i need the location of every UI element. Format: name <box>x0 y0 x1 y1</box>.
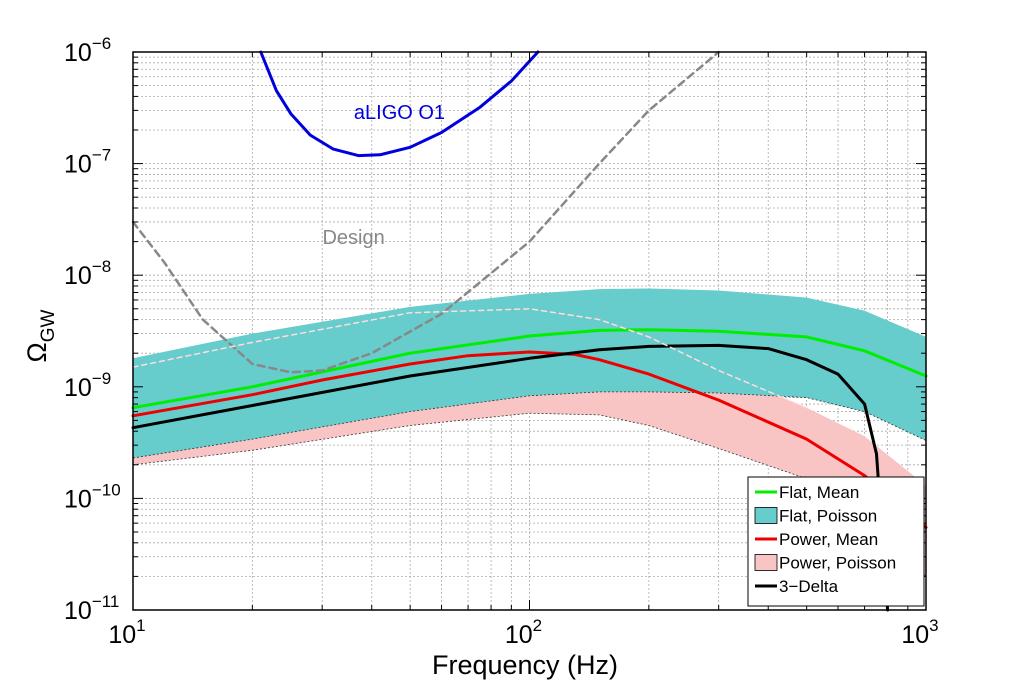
series-aligo-o1 <box>259 50 540 158</box>
annotation-label: aLIGO O1 <box>354 102 445 124</box>
band-lower-edge <box>132 391 927 459</box>
y-tick-label: 10−7 <box>64 146 111 179</box>
tick-marks <box>132 52 926 611</box>
legend-label: Flat, Mean <box>779 483 859 502</box>
legend-swatch-patch <box>754 554 778 571</box>
series-design-solid-dashed <box>131 50 720 374</box>
x-tick-label: 102 <box>505 616 542 649</box>
y-axis-label: ΩGW <box>22 309 59 362</box>
x-tick-label: 101 <box>108 616 145 649</box>
series-power-mean <box>131 350 928 529</box>
y-tick-label: 10−10 <box>64 480 121 513</box>
series-3-delta <box>131 343 890 612</box>
legend-label: Power, Poisson <box>779 554 896 573</box>
y-tick-label: 10−11 <box>64 592 119 625</box>
x-axis-label: Frequency (Hz) <box>432 650 618 680</box>
y-tick-label: 10−6 <box>64 34 111 67</box>
legend-label: 3−Delta <box>779 577 839 596</box>
legend: Flat, Mean Flat, Poisson Power, Mean Power,… <box>747 476 925 607</box>
y-axis-label-subscript: GW <box>38 309 59 342</box>
x-tick-label: 103 <box>901 616 938 649</box>
legend-box <box>747 476 925 607</box>
series-lines <box>131 50 928 612</box>
tick-labels: 101 102 103 10−6 10−7 10−8 10−9 10−10 10−11 <box>64 34 939 649</box>
legend-label: Flat, Poisson <box>779 507 877 526</box>
y-tick-label: 10−9 <box>64 369 111 402</box>
legend-label: Power, Mean <box>779 530 878 549</box>
legend-swatch-patch <box>754 507 778 524</box>
series-design-thin <box>132 308 808 409</box>
annotation-label: Design <box>322 227 384 249</box>
y-tick-label: 10−8 <box>64 257 111 290</box>
series-flat-mean <box>131 328 928 410</box>
annotations: aLIGO O1 Design <box>322 102 445 249</box>
